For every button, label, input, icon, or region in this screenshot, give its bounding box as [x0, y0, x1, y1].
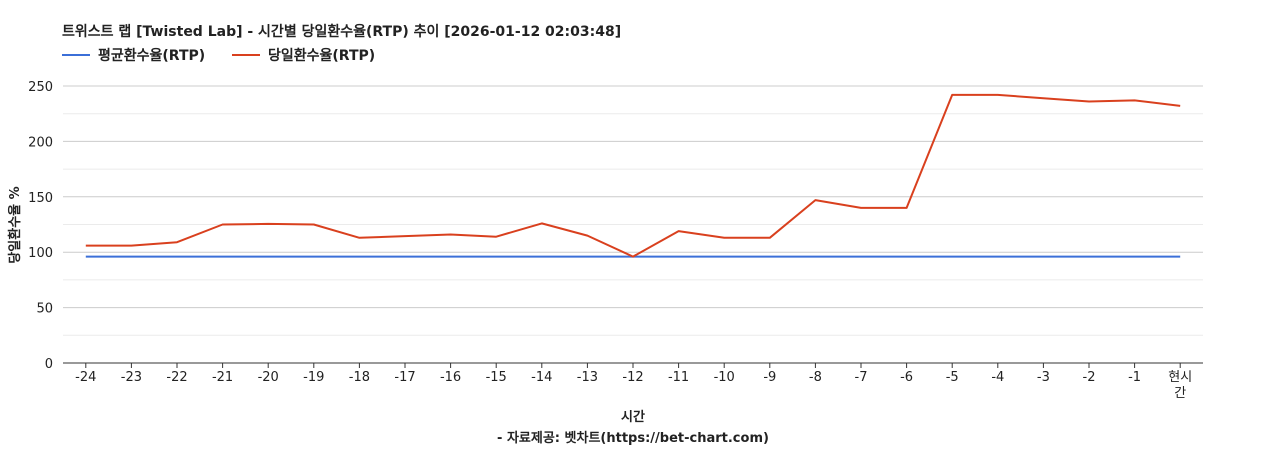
x-tick-label: -9	[763, 370, 776, 385]
data-source-credit: - 자료제공: 벳차트(https://bet-chart.com)	[497, 430, 769, 446]
y-tick-label: 200	[28, 135, 53, 150]
y-tick-label: 100	[28, 246, 53, 261]
x-tick-label: -13	[577, 370, 598, 385]
x-tick-label: -15	[486, 370, 507, 385]
y-tick-label: 0	[45, 357, 53, 372]
x-tick-label: -18	[349, 370, 370, 385]
x-tick-label: -20	[258, 370, 279, 385]
legend-label-0: 평균환수율(RTP)	[98, 47, 205, 64]
x-axis-title: 시간	[621, 409, 645, 425]
x-tick-label: -11	[668, 370, 689, 385]
series-line-1	[85, 93, 1181, 258]
x-axis-ticks: -24 -23 -22 -21 -20 -19 -18 -17 -16 -15 -14 -13 -12 -…	[75, 363, 1192, 401]
x-tick-label: -21	[212, 370, 233, 385]
x-tick-label: -23	[121, 370, 142, 385]
x-tick-label: -2	[1083, 370, 1096, 385]
y-axis-title: 당일환수율 %	[7, 186, 23, 263]
x-tick-label: -7	[855, 370, 868, 385]
x-tick-label: -6	[900, 370, 913, 385]
x-tick-label: -5	[946, 370, 959, 385]
x-tick-label: -16	[440, 370, 461, 385]
x-tick-label: -4	[991, 370, 1004, 385]
x-tick-label: -14	[531, 370, 552, 385]
x-tick-label: -24	[75, 370, 96, 385]
y-tick-label: 150	[28, 191, 53, 206]
y-tick-label: 250	[28, 80, 53, 95]
x-tick-label: -10	[714, 370, 735, 385]
x-tick-label: -12	[622, 370, 643, 385]
legend-label-1: 당일환수율(RTP)	[268, 47, 375, 64]
chart-title: 트위스트 랩 [Twisted Lab] - 시간별 당일환수율(RTP) 추이…	[62, 23, 621, 40]
x-tick-label: -1	[1128, 370, 1141, 385]
y-axis-ticks: 0 50 100 150 200 250	[28, 80, 53, 372]
legend: 평균환수율(RTP) 당일환수율(RTP)	[62, 47, 375, 64]
x-tick-label: -3	[1037, 370, 1050, 385]
gridlines	[63, 85, 1203, 336]
x-tick-label: -19	[303, 370, 324, 385]
x-tick-label: -22	[166, 370, 187, 385]
x-tick-label: -8	[809, 370, 822, 385]
x-tick-label: 현시 간	[1168, 370, 1192, 401]
y-tick-label: 50	[36, 302, 53, 317]
series-lines	[85, 93, 1181, 258]
x-tick-label: -17	[394, 370, 415, 385]
